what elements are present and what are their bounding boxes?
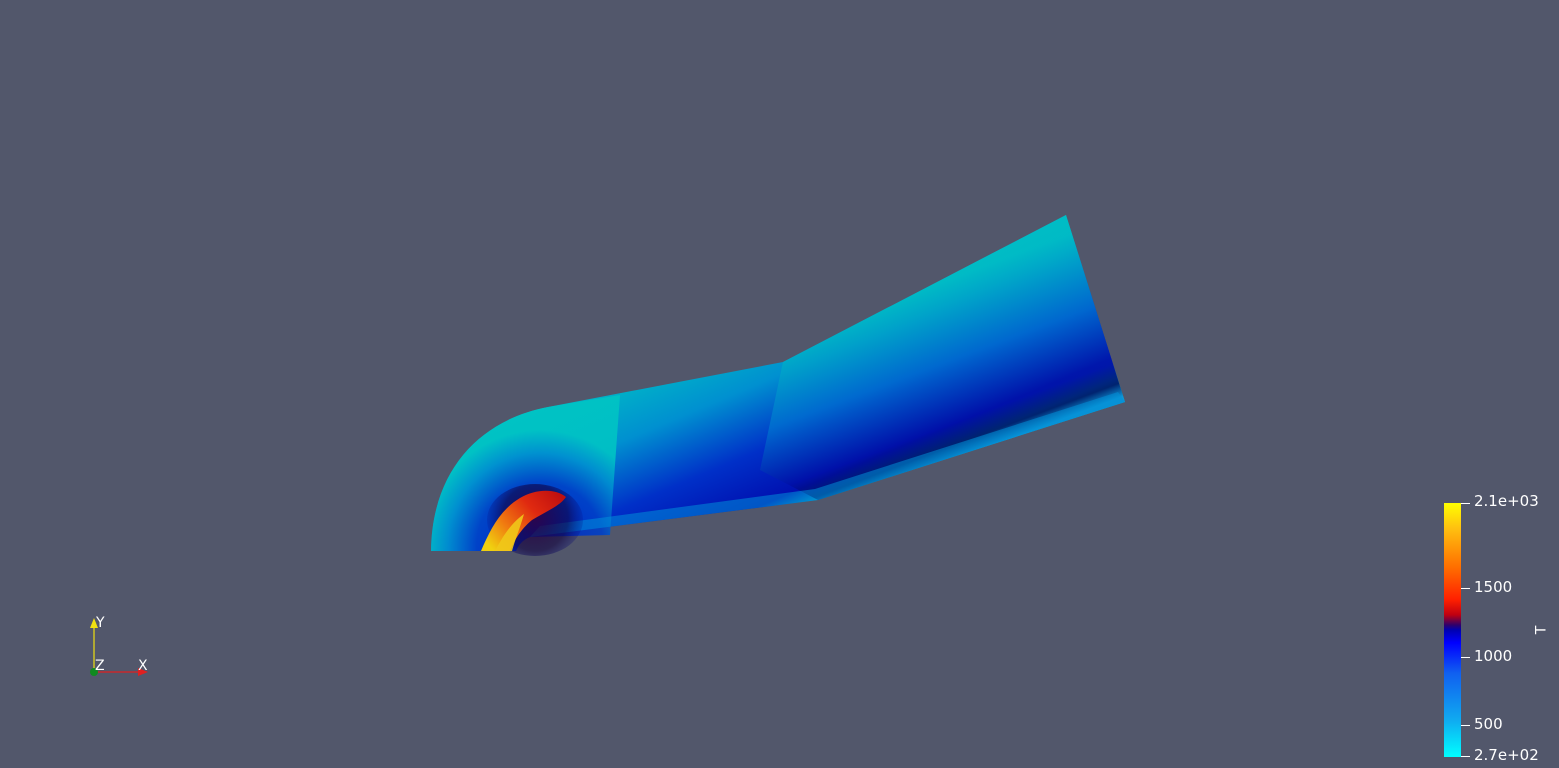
colorbar-tick-label: 1000 [1474, 647, 1513, 665]
y-axis-arrow [90, 618, 98, 628]
colorbar-tick [1461, 503, 1470, 504]
colorbar-tick [1461, 588, 1470, 589]
duct-lower-wall-band [530, 392, 1125, 537]
colorbar-tick-label: 500 [1474, 715, 1503, 733]
x-axis-arrow [138, 668, 148, 676]
z-axis-label: Z [95, 658, 105, 674]
colorbar-tick-label: 1500 [1474, 578, 1513, 596]
z-axis-dot [90, 668, 98, 676]
y-axis-label: Y [96, 615, 105, 631]
colorbar-tick-label-max: 2.1e+03 [1474, 492, 1539, 510]
orientation-axes [90, 618, 148, 676]
flame-core [495, 514, 524, 551]
colorbar-gradient [1444, 503, 1461, 757]
x-axis-label: X [138, 658, 148, 674]
colorbar-tick [1461, 725, 1470, 726]
colorbar-tick [1461, 756, 1470, 757]
colorbar-tick-label-min: 2.7e+02 [1474, 746, 1539, 764]
duct-geometry [431, 215, 1125, 556]
colorbar-title: T [1533, 625, 1550, 635]
flame-hot-zone [481, 490, 566, 551]
colorbar-tick [1461, 657, 1470, 658]
